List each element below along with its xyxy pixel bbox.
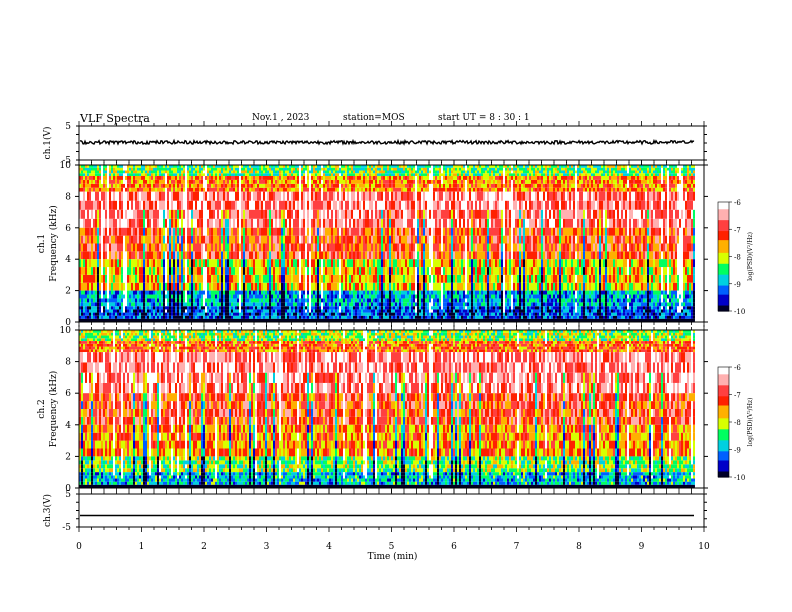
chart-canvas: 0246810ch.1 Frequency (kHz)-6-7-8-9-10log… [0,0,792,612]
colorbar-tick-label: -9 [734,281,741,289]
y-axis-label: ch.1(V) [42,127,53,160]
colorbar-tick-label: -8 [734,419,741,427]
y-axis-label: Frequency (kHz) [48,205,59,282]
panel-frame [79,494,704,527]
y-tick-label: 10 [60,326,72,336]
y-tick-label: -5 [62,156,71,166]
colorbar-tick-label: -6 [734,364,741,372]
colorbar-tick-label: -9 [734,447,741,455]
x-tick-label: 5 [389,542,395,552]
x-tick-label: 8 [576,542,582,552]
y-tick-label: 5 [65,122,71,132]
x-tick-label: 4 [326,542,332,552]
y-tick-label: 6 [65,224,71,234]
x-axis-label: Time (min) [368,551,418,562]
y-tick-label: 4 [65,255,71,265]
colorbar [718,202,732,312]
colorbar [718,367,732,478]
y-axis-label: ch.2 [37,399,47,418]
colorbar-tick-label: -8 [734,254,741,262]
y-tick-label: 8 [65,192,71,202]
spectrogram-ch2 [79,330,695,488]
x-tick-label: 0 [76,542,82,552]
y-axis-label: ch.3(V) [42,494,53,527]
colorbar-tick-label: -10 [734,474,745,482]
y-tick-label: 2 [65,452,71,462]
y-tick-label: 2 [65,287,71,297]
colorbar-tick-label: -7 [734,392,741,400]
y-tick-label: 4 [65,421,71,431]
colorbar-tick-label: -10 [734,308,745,316]
x-tick-label: 2 [201,542,207,552]
y-tick-label: -5 [62,523,71,533]
x-tick-label: 3 [264,542,270,552]
colorbar-label: log(PSD)(V²/Hz) [747,398,754,447]
y-axis-label: ch.1 [37,234,47,253]
y-tick-label: 6 [65,389,71,399]
colorbar-label: log(PSD)(V²/Hz) [747,232,754,281]
vlf-spectra-figure: VLF Spectra Nov.1 , 2023 station=MOS sta… [0,0,792,612]
y-tick-label: 8 [65,358,71,368]
colorbar-tick-label: -6 [734,199,741,207]
waveform-trace [80,141,694,144]
colorbar-tick-label: -7 [734,226,741,234]
x-tick-label: 7 [514,542,520,552]
x-tick-label: 10 [698,542,710,552]
x-tick-label: 9 [639,542,645,552]
y-axis-label: Frequency (kHz) [48,371,59,448]
y-tick-label: 5 [65,490,71,500]
x-tick-label: 6 [451,542,457,552]
spectrogram-ch1 [79,165,695,322]
x-tick-label: 1 [139,542,145,552]
